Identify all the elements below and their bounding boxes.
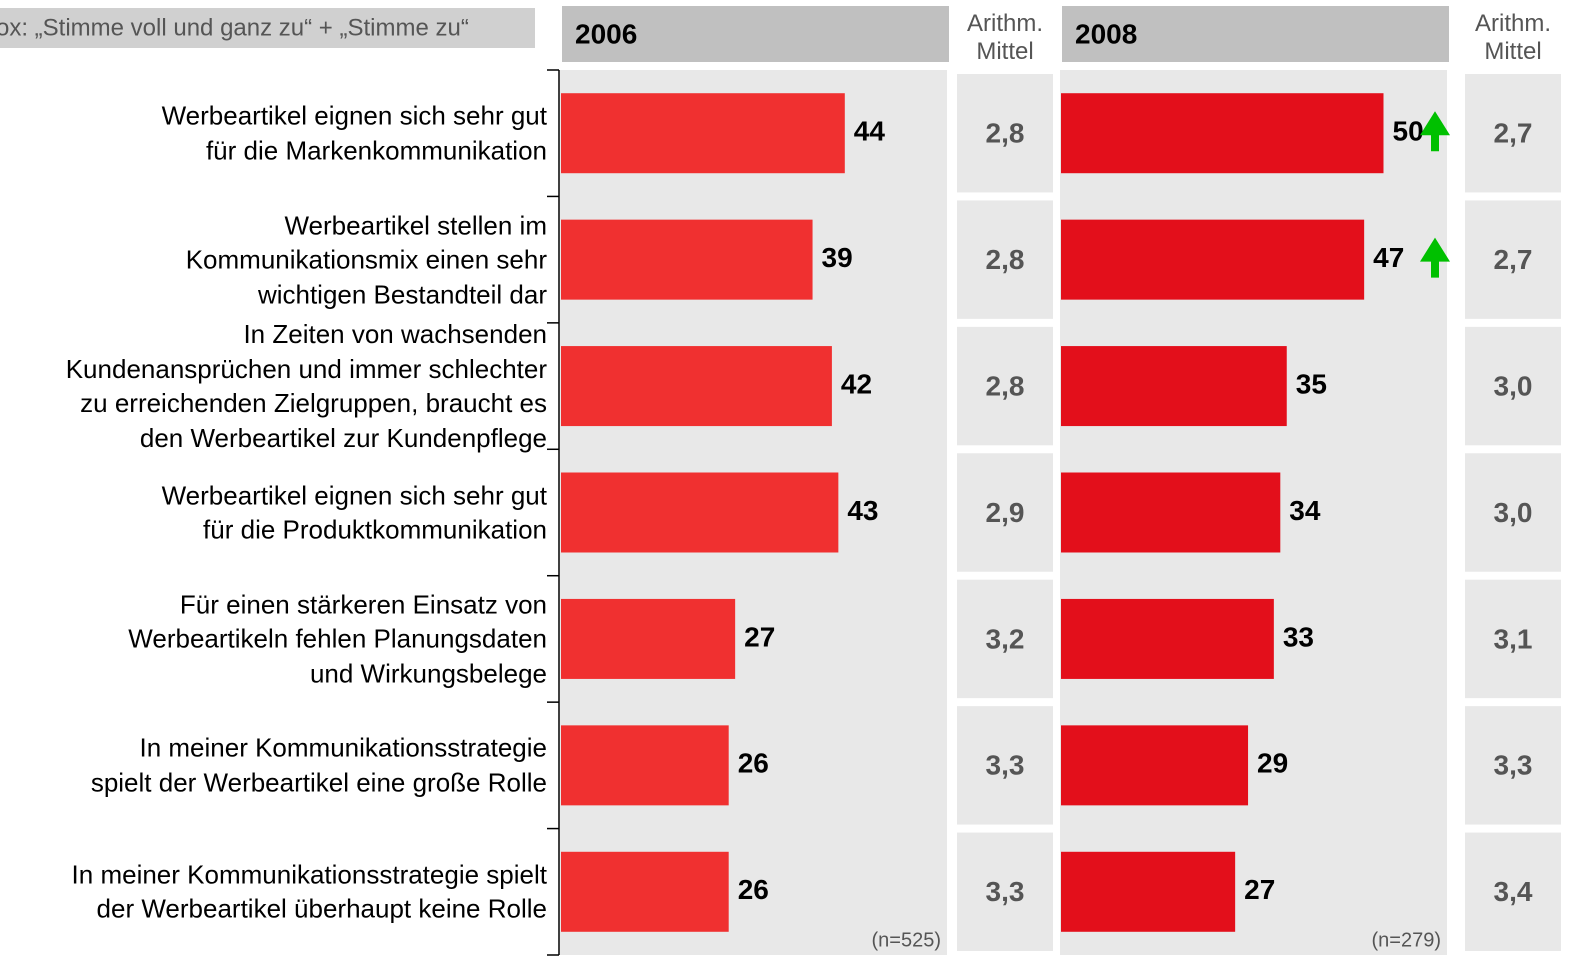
sample-note: (n=525) <box>872 929 942 951</box>
mean-box <box>957 74 1053 193</box>
panel-title: 2008 <box>1075 18 1137 49</box>
mean-box <box>957 453 1053 572</box>
value-label: 39 <box>822 242 853 273</box>
mean-box <box>957 832 1053 951</box>
value-label: 43 <box>847 495 878 526</box>
mean-value: 2,7 <box>1494 244 1533 275</box>
panel-header <box>562 6 949 62</box>
mean-value: 3,4 <box>1494 876 1533 907</box>
value-label: 35 <box>1296 368 1327 399</box>
mean-box <box>957 200 1053 319</box>
value-label: 44 <box>854 116 886 147</box>
value-label: 26 <box>738 874 769 905</box>
mean-box <box>1465 74 1561 193</box>
bar <box>561 219 813 300</box>
mean-value: 3,0 <box>1494 370 1533 401</box>
increase-arrow <box>1420 237 1450 278</box>
panel-title: 2006 <box>575 18 637 49</box>
value-label: 42 <box>841 368 872 399</box>
category-label: In Zeiten von wachsenden Kundenansprüche… <box>65 319 547 453</box>
bar <box>1061 93 1384 174</box>
mean-box <box>957 326 1053 446</box>
bar <box>1061 219 1365 300</box>
mean-title: Arithm. Mittel <box>966 10 1043 65</box>
category-label: Werbeartikel eignen sich sehr gut für di… <box>161 100 547 166</box>
value-label: 33 <box>1283 621 1314 652</box>
category-label: Werbeartikel eignen sich sehr gut für di… <box>161 480 547 545</box>
value-label: 27 <box>1244 874 1275 905</box>
increase-arrow <box>1420 111 1450 152</box>
bar <box>561 472 839 553</box>
bar <box>1061 851 1236 932</box>
value-label: 29 <box>1257 748 1288 779</box>
mean-value: 2,7 <box>1494 118 1533 149</box>
mean-box <box>1465 706 1561 825</box>
mean-box <box>1465 326 1561 446</box>
mean-value: 2,9 <box>986 497 1025 528</box>
mean-box <box>1465 579 1561 699</box>
bar <box>561 725 729 806</box>
subtitle: ox: „Stimme voll und ganz zu“ + „Stimme … <box>0 14 469 41</box>
bar <box>1061 472 1281 553</box>
mean-value: 3,3 <box>986 750 1025 781</box>
mean-value: 3,1 <box>1494 623 1533 654</box>
value-label: 34 <box>1289 495 1321 526</box>
mean-box <box>957 706 1053 825</box>
mean-value: 3,3 <box>1494 750 1533 781</box>
category-label: In meiner Kommunikationsstrategie spielt… <box>71 859 547 924</box>
bar <box>561 93 845 174</box>
subtitle-box <box>0 8 535 48</box>
bar <box>561 598 736 679</box>
value-label: 50 <box>1393 116 1424 147</box>
mean-title: Arithm. Mittel <box>1474 10 1551 65</box>
mean-value: 3,2 <box>986 623 1025 654</box>
bar <box>1061 725 1249 806</box>
mean-value: 3,0 <box>1494 497 1533 528</box>
mean-value: 2,8 <box>986 370 1025 401</box>
category-label: Für einen stärkeren Einsatz von Werbeart… <box>128 589 547 689</box>
bar <box>561 851 729 932</box>
mean-box <box>1465 200 1561 319</box>
bar <box>1061 598 1274 679</box>
sample-note: (n=279) <box>1372 929 1442 951</box>
mean-box <box>1465 453 1561 572</box>
value-label: 26 <box>738 748 769 779</box>
category-label: In meiner Kommunikationsstrategie spielt… <box>90 732 547 798</box>
mean-value: 2,8 <box>986 118 1025 149</box>
bar <box>1061 346 1287 427</box>
panel-header <box>1062 6 1449 62</box>
mean-box <box>1465 832 1561 951</box>
mean-value: 2,8 <box>986 244 1025 275</box>
value-label: 47 <box>1373 242 1404 273</box>
bar <box>561 346 832 427</box>
category-label: Werbeartikel stellen im Kommunikationsmi… <box>185 209 547 309</box>
mean-box <box>957 579 1053 699</box>
mean-value: 3,3 <box>986 876 1025 907</box>
value-label: 27 <box>744 621 775 652</box>
